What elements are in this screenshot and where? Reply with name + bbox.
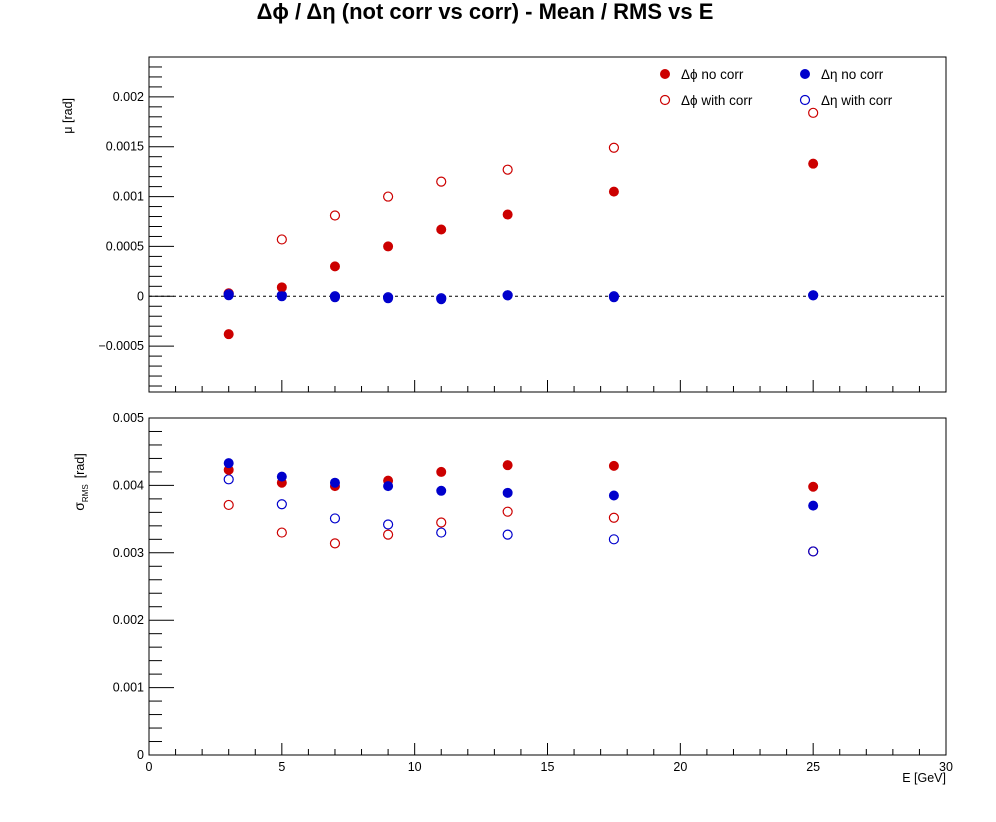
top-y-axis: −0.0005 0 0.0005 0.001 0.0015 0.002	[98, 56, 174, 387]
legend-marker	[660, 69, 670, 79]
top-point-series-1	[329, 210, 341, 221]
legend-label: Δη no corr	[821, 67, 884, 82]
bottom-point-series-3	[276, 499, 287, 510]
bottom-point-series-1	[608, 512, 620, 523]
x-tick-label: 15	[541, 760, 555, 774]
bottom-y-tick-label: 0.005	[113, 411, 144, 425]
legend-marker	[799, 94, 811, 106]
top-point-series-0	[502, 209, 513, 220]
top-point-series-1	[608, 142, 620, 153]
top-point-series-0	[808, 158, 819, 169]
sigma-symbol: σ	[71, 502, 87, 511]
bottom-data-points	[223, 458, 819, 557]
unit: [rad]	[73, 453, 87, 478]
x-tick-label: 10	[408, 760, 422, 774]
bottom-point-series-1	[276, 527, 287, 538]
bottom-y-tick-label: 0.002	[113, 613, 144, 627]
rms-subscript: RMS	[81, 484, 90, 502]
legend-marker	[800, 69, 810, 79]
top-point-series-1	[808, 107, 819, 118]
x-tick-label: 30	[939, 760, 953, 774]
top-point-series-0	[276, 282, 287, 293]
bottom-point-series-2	[502, 487, 513, 498]
top-point-series-2	[329, 292, 340, 303]
top-point-series-2	[276, 291, 287, 302]
top-point-series-1	[383, 191, 394, 202]
bottom-point-series-3	[329, 513, 341, 524]
bottom-point-series-2	[223, 458, 234, 469]
bottom-plot-frame	[148, 417, 947, 756]
bottom-point-series-3	[383, 519, 394, 530]
top-point-series-0	[608, 186, 619, 197]
bottom-point-series-1	[502, 506, 513, 517]
x-tick-label: 20	[673, 760, 687, 774]
bottom-point-series-1	[223, 499, 234, 511]
bottom-point-series-3	[223, 474, 234, 485]
bottom-point-series-1	[436, 517, 447, 528]
top-x-axis	[148, 380, 947, 392]
top-panel-mean: −0.0005 0 0.0005 0.001 0.0015 0.002 μ [rad] Δ…	[61, 56, 947, 393]
figure-title: Δϕ / Δη (not corr vs corr) - Mean / RMS …	[257, 0, 714, 24]
bottom-point-series-3	[436, 527, 447, 538]
top-point-series-0	[383, 241, 394, 252]
top-y-tick-label: 0	[137, 289, 144, 303]
bottom-point-series-3	[502, 529, 513, 540]
bottom-point-series-0	[436, 466, 447, 477]
bottom-y-tick-label: 0	[137, 748, 144, 762]
top-y-tick-label: 0.0015	[106, 140, 144, 154]
bottom-point-series-0	[808, 481, 819, 492]
x-tick-label: 5	[278, 760, 285, 774]
bottom-x-axis: 0 5 10 15 20 25 30	[146, 743, 953, 774]
legend-marker	[659, 94, 671, 106]
legend-label: Δη with corr	[821, 93, 893, 108]
bottom-point-series-2	[329, 477, 340, 488]
top-point-series-0	[329, 261, 340, 272]
x-axis-label: E [GeV]	[902, 771, 946, 785]
top-point-series-2	[436, 294, 447, 305]
top-y-tick-label: 0.0005	[106, 239, 144, 253]
top-point-series-0	[223, 329, 234, 340]
bottom-point-series-2	[608, 490, 619, 501]
bottom-point-series-2	[276, 471, 287, 482]
bottom-point-series-0	[502, 460, 513, 471]
bottom-point-series-0	[608, 460, 619, 471]
bottom-y-tick-label: 0.004	[113, 478, 144, 492]
top-point-series-2	[808, 290, 819, 301]
top-point-series-2	[383, 293, 394, 304]
bottom-point-series-3	[808, 546, 819, 557]
bottom-y-tick-label: 0.003	[113, 546, 144, 560]
top-point-series-1	[436, 176, 447, 187]
legend-label: Δϕ no corr	[681, 67, 744, 82]
bottom-point-series-2	[436, 485, 447, 496]
top-data-points	[223, 107, 819, 340]
top-point-series-2	[502, 290, 513, 301]
top-y-tick-label: 0.001	[113, 190, 144, 204]
top-point-series-2	[223, 290, 234, 301]
bottom-point-series-2	[808, 500, 819, 511]
bottom-point-series-3	[608, 534, 620, 545]
bottom-point-series-1	[329, 538, 341, 549]
top-y-tick-label: 0.002	[113, 90, 144, 104]
top-point-series-1	[276, 234, 287, 245]
top-y-axis-label: μ [rad]	[61, 98, 75, 134]
top-point-series-1	[502, 164, 513, 175]
bottom-y-axis: 0 0.001 0.002 0.003 0.004 0.005	[113, 411, 174, 762]
legend-label: Δϕ with corr	[681, 93, 753, 108]
x-tick-label: 25	[806, 760, 820, 774]
bottom-y-tick-label: 0.001	[113, 681, 144, 695]
bottom-point-series-2	[383, 481, 394, 492]
top-y-tick-label: −0.0005	[98, 339, 144, 353]
x-tick-label: 0	[146, 760, 153, 774]
legend: Δϕ no corr Δϕ with corr Δη no corr Δη with …	[659, 67, 893, 108]
top-point-series-2	[608, 292, 619, 303]
bottom-y-axis-label: σRMS [rad]	[71, 453, 90, 510]
bottom-point-series-1	[383, 529, 394, 540]
top-point-series-0	[436, 224, 447, 235]
